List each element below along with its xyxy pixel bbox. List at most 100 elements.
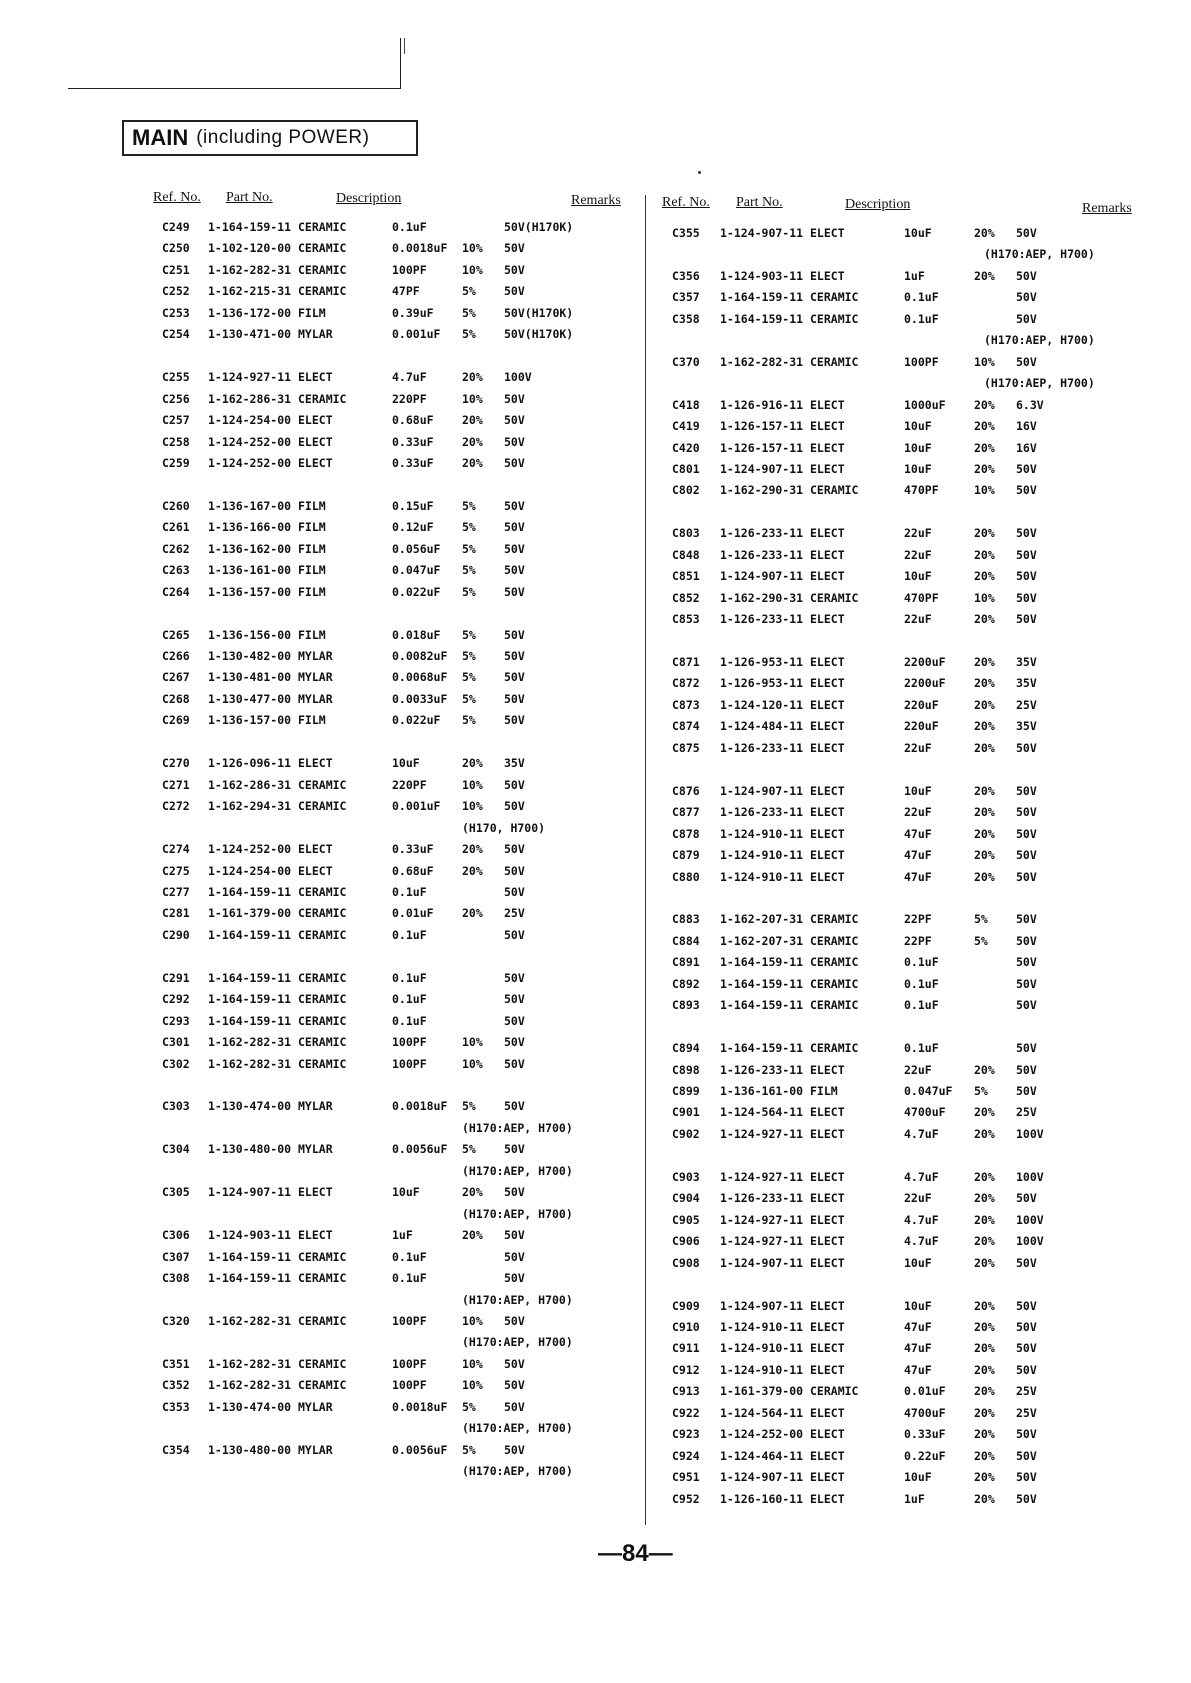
rating-remarks: 50V — [1016, 461, 1037, 476]
rating-remarks: 100V — [1016, 1169, 1044, 1184]
value: 22uF — [904, 612, 932, 627]
part-no-description: 1-124-464-11 ELECT — [720, 1448, 845, 1463]
rating-remarks: 50V — [1016, 226, 1037, 240]
part-no-description: 1-130-474-00 MYLAR — [208, 1399, 333, 1414]
ref-no: C355 — [672, 226, 700, 240]
rating-remarks: 50V — [1016, 955, 1037, 970]
rating-remarks: 50V — [1016, 998, 1037, 1013]
value: 0.15uF — [392, 498, 434, 513]
rating-remarks: 50V — [1016, 547, 1037, 562]
rating-remarks: 50V — [504, 970, 525, 985]
value: 10uF — [904, 783, 932, 798]
rating-remarks: 50V — [1016, 526, 1037, 541]
ref-no: C263 — [162, 563, 190, 578]
tolerance: 20% — [974, 1384, 995, 1399]
value: 0.33uF — [392, 434, 434, 449]
value: 4.7uF — [904, 1234, 939, 1249]
part-no-description: 1-136-167-00 FILM — [208, 498, 326, 513]
part-no-description: 1-130-480-00 MYLAR — [208, 1442, 333, 1457]
column-divider — [645, 195, 646, 1525]
value: 0.1uF — [904, 311, 939, 326]
value: 4.7uF — [904, 1126, 939, 1141]
tolerance: 20% — [974, 1298, 995, 1313]
tolerance: 20% — [974, 268, 995, 283]
rating-remarks: 35V — [504, 756, 525, 771]
ref-no: C871 — [672, 655, 700, 669]
ref-no: C252 — [162, 284, 190, 299]
tolerance: 20% — [974, 655, 995, 669]
value: 47uF — [904, 1319, 932, 1334]
tolerance: 20% — [974, 1062, 995, 1077]
ref-no: C271 — [162, 777, 190, 792]
tolerance: 5% — [974, 1084, 988, 1098]
ref-no: C852 — [672, 590, 700, 605]
rating-remarks: 50V — [1016, 1298, 1037, 1313]
rating-remarks: 35V — [1016, 676, 1037, 691]
rating-remarks: 50V — [504, 1442, 525, 1457]
tolerance: 20% — [974, 676, 995, 691]
tolerance: 5% — [462, 520, 476, 535]
tolerance: 20% — [974, 826, 995, 841]
rating-remarks: 50V — [504, 777, 525, 792]
header-ref-no: Ref. No. — [153, 190, 201, 205]
part-no-description: 1-102-120-00 CERAMIC — [208, 241, 347, 256]
value: 220PF — [392, 391, 427, 406]
part-no-description: 1-124-910-11 ELECT — [720, 826, 845, 841]
value: 100PF — [392, 1056, 427, 1071]
part-no-description: 1-124-120-11 ELECT — [720, 697, 845, 712]
header-rule — [68, 88, 400, 89]
rating-remarks: 50V — [1016, 1062, 1037, 1077]
tolerance: 20% — [974, 1491, 995, 1506]
tolerance: 20% — [462, 413, 483, 428]
value: 47uF — [904, 848, 932, 863]
part-no-description: 1-124-564-11 ELECT — [720, 1105, 845, 1120]
rating-remarks: 35V — [1016, 719, 1037, 734]
ref-no: C304 — [162, 1142, 190, 1157]
rating-remarks: 50V — [504, 713, 525, 728]
rating-remarks: 50V — [1016, 1470, 1037, 1485]
value: 4.7uF — [904, 1169, 939, 1184]
tolerance: 20% — [974, 1427, 995, 1442]
header-remarks: Remarks — [571, 193, 621, 208]
value: 0.1uF — [904, 976, 939, 991]
ref-no: C877 — [672, 805, 700, 820]
rating-remarks: 50V — [504, 670, 525, 685]
part-no-description: 1-130-480-00 MYLAR — [208, 1142, 333, 1157]
value: 220uF — [904, 719, 939, 734]
part-no-description: 1-124-910-11 ELECT — [720, 848, 845, 863]
part-no-description: 1-126-916-11 ELECT — [720, 397, 845, 412]
tolerance: 5% — [462, 691, 476, 706]
ref-no: C303 — [162, 1099, 190, 1114]
rating-remarks: 50V — [1016, 290, 1037, 305]
value: 10uF — [904, 440, 932, 455]
rating-remarks: 25V — [1016, 1384, 1037, 1399]
tolerance: 5% — [462, 284, 476, 299]
rating-remarks: 25V — [1016, 1105, 1037, 1120]
ref-no: C908 — [672, 1255, 700, 1270]
ref-no: C901 — [672, 1105, 700, 1120]
value: 0.0018uF — [392, 1099, 448, 1114]
tolerance: 10% — [462, 1035, 483, 1050]
ref-no: C354 — [162, 1442, 190, 1457]
part-no-description: 1-136-157-00 FILM — [208, 584, 326, 599]
rating-remarks: 50V — [504, 799, 525, 814]
rating-remarks: 50V — [504, 842, 525, 857]
value: 0.0033uF — [392, 691, 448, 706]
ref-no: C911 — [672, 1341, 700, 1356]
rating-remarks: 50V — [1016, 311, 1037, 326]
ref-no: C302 — [162, 1056, 190, 1071]
part-no-description: 1-164-159-11 CERAMIC — [720, 998, 859, 1013]
rating-remarks: 50V — [504, 1399, 525, 1414]
value: 10uF — [904, 1255, 932, 1270]
value: 0.12uF — [392, 520, 434, 535]
part-no-description: 1-126-953-11 ELECT — [720, 676, 845, 691]
part-no-description: 1-126-233-11 ELECT — [720, 805, 845, 820]
ref-no: C875 — [672, 740, 700, 755]
rating-remarks: (H170:AEP, H700) — [984, 333, 1095, 348]
ref-no: C356 — [672, 268, 700, 283]
ref-no: C878 — [672, 826, 700, 841]
rating-remarks: 50V — [504, 262, 525, 277]
ref-no: C905 — [672, 1212, 700, 1227]
value: 47uF — [904, 1362, 932, 1377]
ref-no: C290 — [162, 927, 190, 942]
